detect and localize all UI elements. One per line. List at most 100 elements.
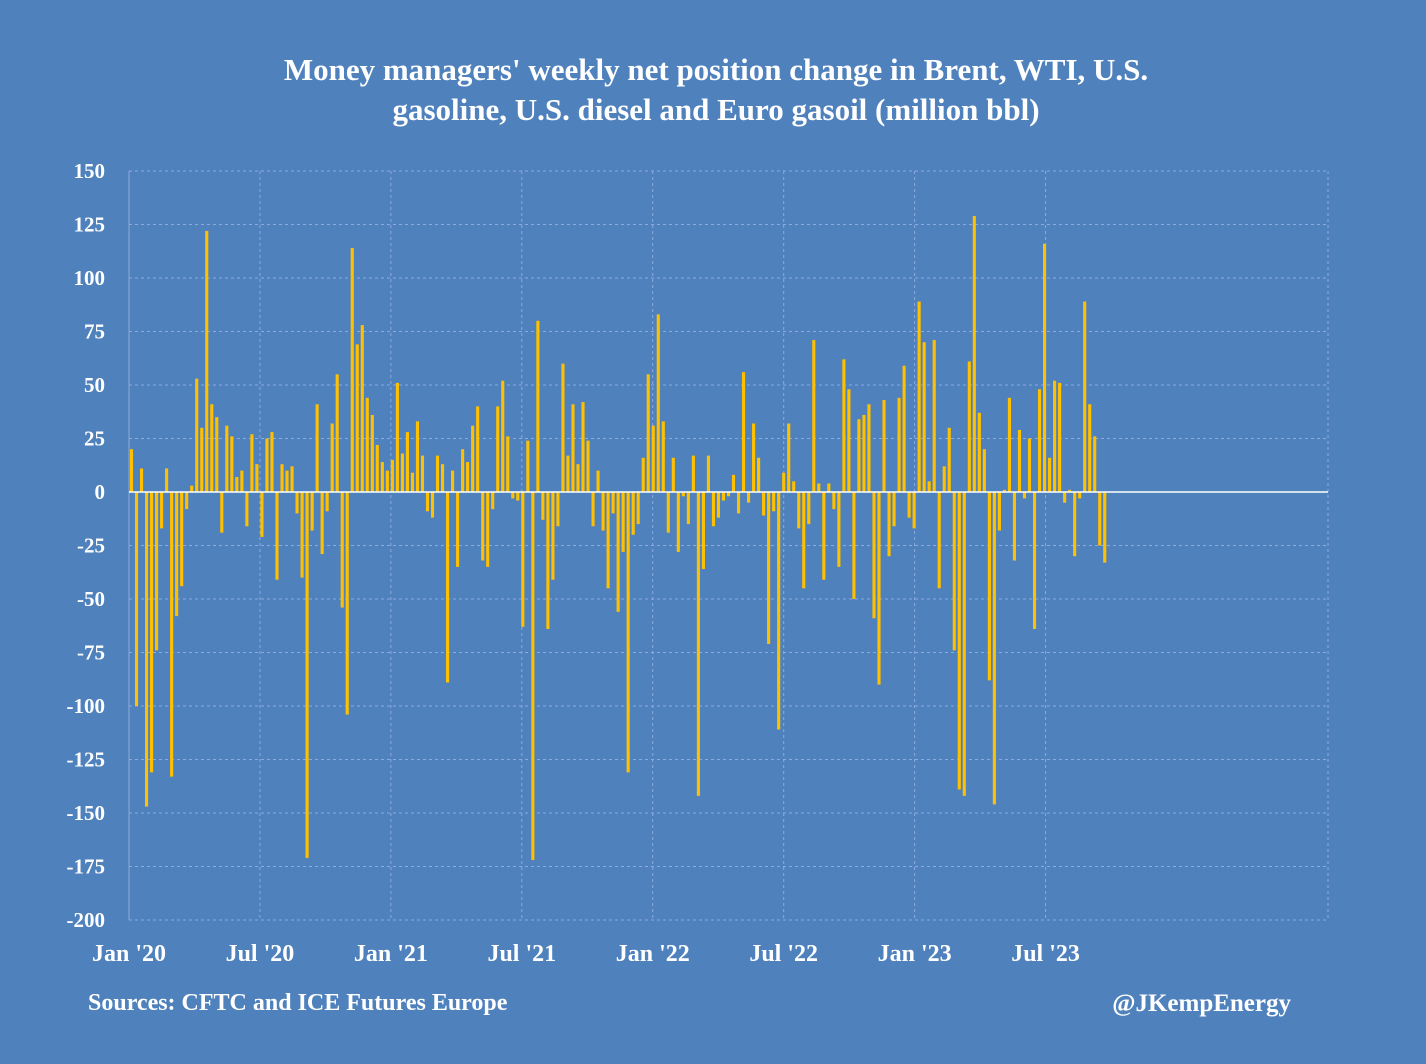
bar <box>456 492 460 567</box>
bar <box>912 492 916 529</box>
bar <box>962 492 966 796</box>
bar <box>185 492 189 510</box>
y-tick-label: -175 <box>67 855 106 879</box>
bar <box>150 492 154 773</box>
bar <box>842 359 846 492</box>
bar <box>877 492 881 685</box>
bar <box>471 425 475 492</box>
bar <box>1088 404 1092 492</box>
bar <box>400 453 404 492</box>
bar <box>310 492 314 531</box>
gridlines <box>128 170 1329 921</box>
bar <box>947 427 951 492</box>
bar <box>205 230 209 493</box>
bar <box>285 470 289 492</box>
bar <box>1022 492 1027 499</box>
bar <box>240 470 244 492</box>
bar <box>972 215 976 492</box>
y-tick-label: 25 <box>84 427 105 451</box>
bar <box>395 382 399 492</box>
y-tick-label: -75 <box>77 641 105 665</box>
bar <box>375 444 379 492</box>
y-tick-label: -50 <box>77 587 105 611</box>
author-handle: @JKempEnergy <box>1112 990 1291 1017</box>
bar <box>641 457 645 492</box>
bar <box>772 492 776 512</box>
bar <box>365 397 369 492</box>
bar <box>1058 382 1062 492</box>
bar <box>927 481 931 492</box>
bar <box>706 455 710 492</box>
bar <box>671 457 675 492</box>
bar <box>230 436 234 492</box>
bar <box>320 492 324 555</box>
y-axis-tick-labels: 150 125 100 75 50 25 0 -25 -50 -75 -100 -125 -150 -17… <box>67 159 106 932</box>
bar <box>315 404 319 492</box>
bar <box>175 492 179 617</box>
bar <box>491 492 495 510</box>
bar <box>897 397 901 492</box>
bar <box>435 455 440 492</box>
bar <box>486 492 490 567</box>
x-tick-label: Jan '20 <box>92 941 166 967</box>
bar <box>170 492 174 777</box>
bar <box>571 404 575 492</box>
bar <box>747 492 751 503</box>
bar <box>1083 301 1087 492</box>
x-tick-label: Jul '21 <box>487 941 556 967</box>
chart-title-line-2: gasoline, U.S. diesel and Euro gasoil (m… <box>392 92 1040 127</box>
chart-title: Money managers' weekly net position chan… <box>0 50 1426 130</box>
bar <box>165 468 169 492</box>
y-tick-label: -25 <box>77 534 105 558</box>
bar <box>892 492 896 527</box>
source-note: Sources: CFTC and ICE Futures Europe <box>88 990 508 1016</box>
bar <box>476 406 480 492</box>
bar <box>546 492 550 629</box>
bar <box>531 492 535 861</box>
bar <box>295 492 299 514</box>
bar <box>481 492 485 561</box>
bar <box>360 325 364 492</box>
bar <box>696 492 700 796</box>
bar <box>887 492 891 557</box>
bar <box>942 466 946 492</box>
bar <box>300 492 304 578</box>
y-tick-label: 0 <box>95 480 106 504</box>
bar <box>797 492 801 529</box>
bar <box>335 374 339 492</box>
bar <box>190 485 194 492</box>
y-tick-label: 75 <box>84 320 105 344</box>
bar <box>180 492 184 587</box>
bar <box>937 492 941 589</box>
bar <box>762 492 766 516</box>
bar <box>792 481 796 492</box>
bar <box>466 462 470 492</box>
bar <box>451 470 455 492</box>
bar <box>757 457 761 492</box>
bar <box>501 380 505 492</box>
bar <box>420 455 425 492</box>
bar <box>676 492 680 552</box>
y-tick-label: -150 <box>67 801 106 825</box>
bar <box>390 459 394 492</box>
bar <box>1027 438 1032 492</box>
bar <box>380 462 384 492</box>
bar <box>265 438 269 492</box>
bar <box>270 432 274 492</box>
bar <box>506 436 510 492</box>
bar <box>1103 492 1107 563</box>
bar <box>601 492 605 531</box>
bar <box>1017 429 1022 492</box>
bar <box>686 492 690 525</box>
chart-title-line-1: Money managers' weekly net position chan… <box>283 52 1149 87</box>
bar <box>606 492 610 589</box>
bar <box>496 406 500 492</box>
bar <box>837 492 841 567</box>
bar <box>817 483 821 492</box>
bar <box>952 492 956 651</box>
bar <box>245 492 249 527</box>
bar <box>1012 492 1017 561</box>
bar <box>446 492 450 683</box>
x-tick-label: Jan '21 <box>354 941 428 967</box>
bar <box>1078 492 1082 499</box>
